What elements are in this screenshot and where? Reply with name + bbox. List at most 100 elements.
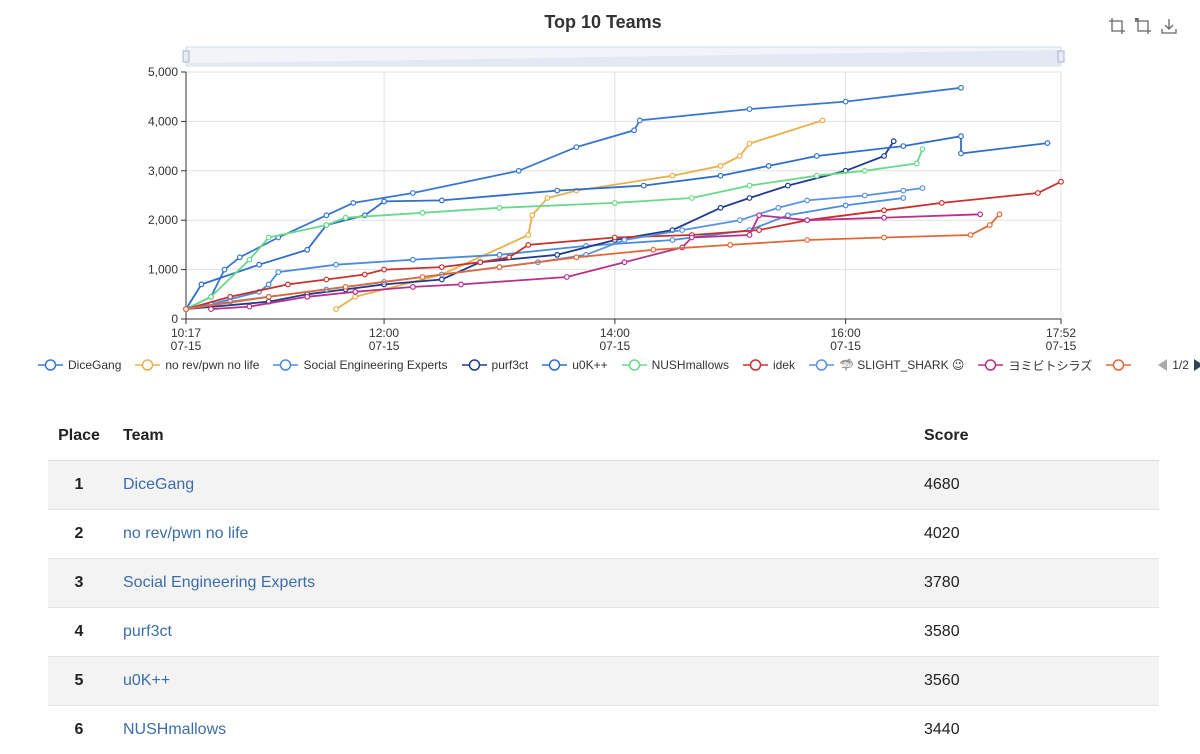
- data-point[interactable]: [738, 218, 743, 223]
- data-point[interactable]: [324, 223, 329, 228]
- data-point[interactable]: [526, 243, 531, 248]
- data-point[interactable]: [238, 255, 243, 260]
- data-point[interactable]: [516, 169, 521, 174]
- data-point[interactable]: [276, 270, 281, 275]
- data-point[interactable]: [382, 199, 387, 204]
- data-point[interactable]: [641, 183, 646, 188]
- data-point[interactable]: [786, 213, 791, 218]
- data-point[interactable]: [690, 196, 695, 201]
- data-point[interactable]: [411, 285, 416, 290]
- data-point[interactable]: [1045, 141, 1050, 146]
- data-point[interactable]: [820, 118, 825, 123]
- data-point[interactable]: [718, 206, 723, 211]
- series-1[interactable]: [184, 86, 964, 312]
- legend-next-icon[interactable]: [1193, 359, 1200, 371]
- data-point[interactable]: [440, 198, 445, 203]
- data-point[interactable]: [632, 128, 637, 133]
- data-point[interactable]: [843, 203, 848, 208]
- data-point[interactable]: [613, 201, 618, 206]
- data-point[interactable]: [184, 307, 189, 312]
- data-point[interactable]: [766, 164, 771, 169]
- data-point[interactable]: [459, 282, 464, 287]
- data-point[interactable]: [959, 86, 964, 91]
- data-point[interactable]: [805, 198, 810, 203]
- data-point[interactable]: [920, 147, 925, 152]
- data-point[interactable]: [440, 277, 445, 282]
- data-point[interactable]: [209, 307, 214, 312]
- legend-item[interactable]: [1106, 358, 1136, 372]
- data-point[interactable]: [747, 196, 752, 201]
- data-zoom-slider[interactable]: [183, 47, 1064, 66]
- data-point[interactable]: [747, 141, 752, 146]
- data-point[interactable]: [574, 255, 579, 260]
- data-point[interactable]: [622, 238, 627, 243]
- data-point[interactable]: [411, 191, 416, 196]
- data-point[interactable]: [680, 228, 685, 233]
- data-point[interactable]: [718, 173, 723, 178]
- data-point[interactable]: [1059, 179, 1064, 184]
- data-point[interactable]: [815, 173, 820, 178]
- data-point[interactable]: [882, 235, 887, 240]
- data-point[interactable]: [343, 215, 348, 220]
- legend-item[interactable]: Social Engineering Experts: [273, 358, 447, 372]
- data-point[interactable]: [420, 211, 425, 216]
- data-point[interactable]: [670, 173, 675, 178]
- data-point[interactable]: [324, 277, 329, 282]
- data-point[interactable]: [863, 169, 868, 174]
- data-point[interactable]: [497, 206, 502, 211]
- data-point[interactable]: [651, 248, 656, 253]
- legend-prev-icon[interactable]: [1158, 359, 1168, 371]
- data-point[interactable]: [565, 275, 570, 280]
- team-link[interactable]: u0K++: [123, 672, 170, 689]
- data-point[interactable]: [545, 196, 550, 201]
- data-point[interactable]: [622, 260, 627, 265]
- data-point[interactable]: [363, 272, 368, 277]
- data-point[interactable]: [497, 253, 502, 258]
- legend-item[interactable]: ヨミビトシラズ: [978, 357, 1092, 374]
- data-point[interactable]: [747, 233, 752, 238]
- data-point[interactable]: [420, 275, 425, 280]
- series-5[interactable]: [184, 134, 1050, 312]
- series-line[interactable]: [211, 214, 980, 309]
- data-point[interactable]: [353, 290, 358, 295]
- data-point[interactable]: [353, 295, 358, 300]
- team-link[interactable]: DiceGang: [123, 476, 194, 493]
- data-point[interactable]: [901, 144, 906, 149]
- data-point[interactable]: [555, 188, 560, 193]
- data-point[interactable]: [915, 161, 920, 166]
- data-point[interactable]: [613, 235, 618, 240]
- data-point[interactable]: [959, 151, 964, 156]
- zoom-handle-left[interactable]: [183, 51, 189, 62]
- data-point[interactable]: [266, 282, 271, 287]
- data-point[interactable]: [718, 164, 723, 169]
- data-point[interactable]: [891, 139, 896, 144]
- data-point[interactable]: [507, 255, 512, 260]
- data-point[interactable]: [882, 154, 887, 159]
- data-point[interactable]: [247, 257, 252, 262]
- data-point[interactable]: [343, 285, 348, 290]
- data-point[interactable]: [863, 193, 868, 198]
- data-point[interactable]: [209, 295, 214, 300]
- legend-item[interactable]: 🦈 SLIGHT_SHARK 😉: [809, 358, 964, 372]
- data-point[interactable]: [747, 107, 752, 112]
- data-point[interactable]: [882, 208, 887, 213]
- data-point[interactable]: [776, 206, 781, 211]
- data-point[interactable]: [247, 304, 252, 309]
- data-point[interactable]: [978, 212, 983, 217]
- data-point[interactable]: [228, 295, 233, 300]
- data-point[interactable]: [997, 212, 1002, 217]
- data-point[interactable]: [738, 154, 743, 159]
- legend-item[interactable]: idek: [743, 358, 795, 372]
- data-point[interactable]: [526, 233, 531, 238]
- data-point[interactable]: [257, 262, 262, 267]
- data-point[interactable]: [959, 134, 964, 139]
- data-point[interactable]: [940, 201, 945, 206]
- team-link[interactable]: purf3ct: [123, 623, 172, 640]
- data-point[interactable]: [478, 260, 483, 265]
- legend-item[interactable]: purf3ct: [462, 358, 529, 372]
- data-point[interactable]: [555, 253, 560, 258]
- data-point[interactable]: [382, 267, 387, 272]
- data-point[interactable]: [334, 262, 339, 267]
- data-point[interactable]: [440, 265, 445, 270]
- data-point[interactable]: [757, 213, 762, 218]
